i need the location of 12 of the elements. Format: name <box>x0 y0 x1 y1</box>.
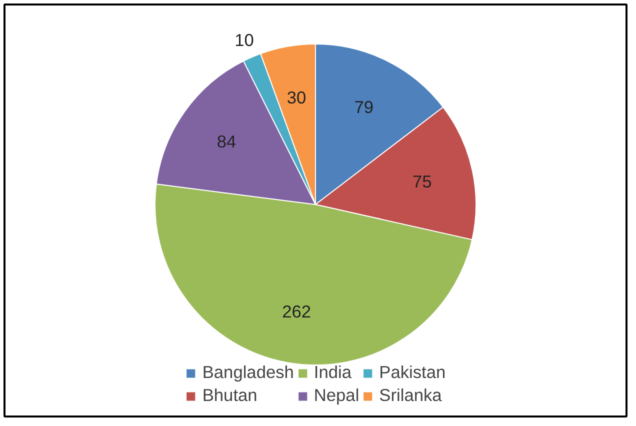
legend-label: Nepal <box>314 385 360 406</box>
legend-label: Bhutan <box>202 385 258 406</box>
data-label: 84 <box>216 132 236 152</box>
data-label: 75 <box>412 171 432 192</box>
legend-label: Srilanka <box>379 385 442 406</box>
data-label: 30 <box>286 87 306 108</box>
data-label: 10 <box>234 30 254 50</box>
data-label: 262 <box>282 302 312 322</box>
legend-label: Pakistan <box>379 362 446 383</box>
data-label: 79 <box>354 96 374 117</box>
legend-label: Bangladesh <box>202 362 294 383</box>
legend-label: India <box>314 362 352 383</box>
